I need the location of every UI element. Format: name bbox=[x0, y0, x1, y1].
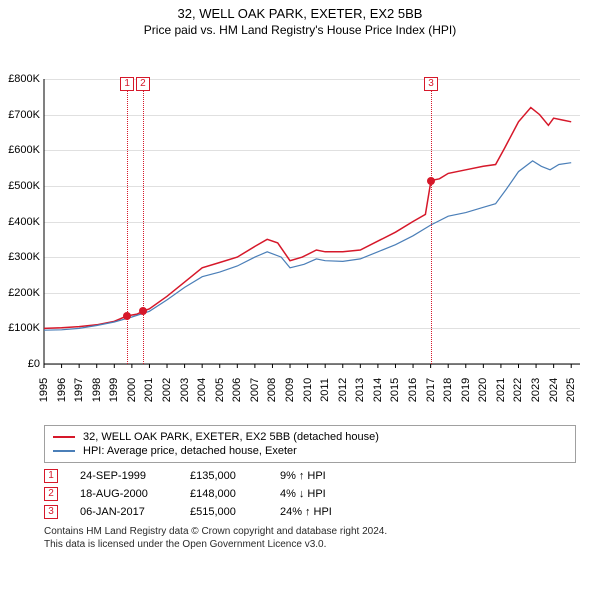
event-row: 2 18-AUG-2000 £148,000 4% ↓ HPI bbox=[44, 485, 576, 503]
event-date: 24-SEP-1999 bbox=[80, 470, 190, 482]
marker-label: 1 bbox=[120, 77, 134, 91]
footer-line: Contains HM Land Registry data © Crown c… bbox=[44, 525, 576, 538]
legend-item: HPI: Average price, detached house, Exet… bbox=[53, 444, 567, 458]
marker-line bbox=[431, 79, 432, 364]
legend-label: HPI: Average price, detached house, Exet… bbox=[83, 445, 297, 457]
chart-legend: 32, WELL OAK PARK, EXETER, EX2 5BB (deta… bbox=[44, 425, 576, 463]
arrow-icon: ↑ bbox=[299, 470, 305, 482]
chart-header: 32, WELL OAK PARK, EXETER, EX2 5BB Price… bbox=[0, 0, 600, 39]
event-price: £135,000 bbox=[190, 470, 280, 482]
marker-line bbox=[127, 79, 128, 364]
event-pct: 9% bbox=[280, 470, 296, 482]
event-price: £515,000 bbox=[190, 506, 280, 518]
marker-line bbox=[143, 79, 144, 364]
event-pct: 4% bbox=[280, 488, 296, 500]
marker-label: 2 bbox=[136, 77, 150, 91]
legend-label: 32, WELL OAK PARK, EXETER, EX2 5BB (deta… bbox=[83, 431, 379, 443]
line-chart: £0£100K£200K£300K£400K£500K£600K£700K£80… bbox=[0, 39, 600, 419]
chart-footer: Contains HM Land Registry data © Crown c… bbox=[44, 525, 576, 551]
legend-swatch bbox=[53, 436, 75, 438]
event-date: 06-JAN-2017 bbox=[80, 506, 190, 518]
marker-label: 3 bbox=[424, 77, 438, 91]
event-suffix: HPI bbox=[314, 506, 332, 518]
arrow-icon: ↑ bbox=[305, 506, 311, 518]
event-price: £148,000 bbox=[190, 488, 280, 500]
event-pct: 24% bbox=[280, 506, 302, 518]
series-price_paid bbox=[44, 108, 571, 329]
event-marker: 3 bbox=[44, 505, 58, 519]
event-row: 3 06-JAN-2017 £515,000 24% ↑ HPI bbox=[44, 503, 576, 521]
chart-subtitle: Price paid vs. HM Land Registry's House … bbox=[0, 21, 600, 37]
event-row: 1 24-SEP-1999 £135,000 9% ↑ HPI bbox=[44, 467, 576, 485]
chart-title: 32, WELL OAK PARK, EXETER, EX2 5BB bbox=[0, 6, 600, 21]
event-suffix: HPI bbox=[307, 470, 325, 482]
footer-line: This data is licensed under the Open Gov… bbox=[44, 538, 576, 551]
event-marker: 1 bbox=[44, 469, 58, 483]
event-delta: 9% ↑ HPI bbox=[280, 470, 326, 482]
marker-dot bbox=[427, 177, 435, 185]
marker-dot bbox=[139, 307, 147, 315]
event-delta: 4% ↓ HPI bbox=[280, 488, 326, 500]
legend-swatch bbox=[53, 450, 75, 452]
event-marker: 2 bbox=[44, 487, 58, 501]
arrow-icon: ↓ bbox=[299, 488, 305, 500]
marker-dot bbox=[123, 312, 131, 320]
price-events: 1 24-SEP-1999 £135,000 9% ↑ HPI 2 18-AUG… bbox=[44, 467, 576, 521]
event-delta: 24% ↑ HPI bbox=[280, 506, 332, 518]
event-date: 18-AUG-2000 bbox=[80, 488, 190, 500]
event-suffix: HPI bbox=[307, 488, 325, 500]
legend-item: 32, WELL OAK PARK, EXETER, EX2 5BB (deta… bbox=[53, 430, 567, 444]
chart-svg bbox=[0, 39, 600, 419]
series-hpi bbox=[44, 161, 571, 330]
